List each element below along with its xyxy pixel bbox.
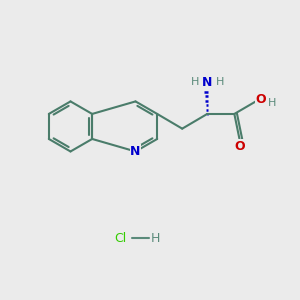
Text: Cl: Cl [114, 232, 127, 245]
Text: N: N [130, 145, 141, 158]
Text: H: H [268, 98, 276, 108]
Text: H: H [216, 77, 224, 87]
Text: H: H [151, 232, 160, 245]
Text: H: H [190, 77, 199, 87]
Text: N: N [202, 76, 212, 88]
Text: O: O [234, 140, 245, 153]
Text: O: O [256, 93, 266, 106]
